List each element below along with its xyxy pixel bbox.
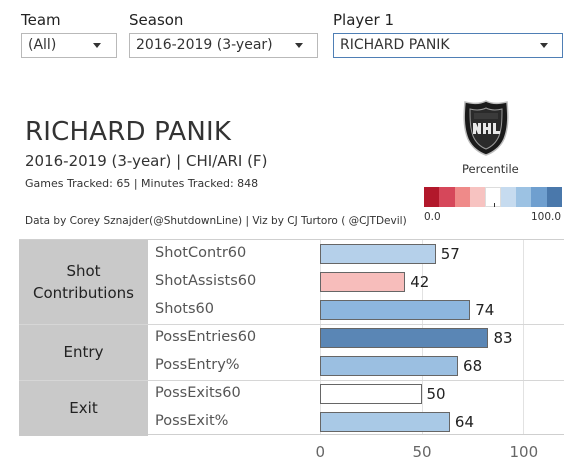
- x-gridline: [523, 239, 524, 435]
- percentile-bar[interactable]: [320, 356, 459, 376]
- bar-value-label: 74: [475, 301, 495, 319]
- percentile-bar[interactable]: [320, 412, 450, 432]
- group-label: Shot Contributions: [19, 240, 148, 324]
- percentile-bar[interactable]: [320, 244, 436, 264]
- chevron-down-icon: [93, 43, 101, 48]
- legend-swatch: [424, 187, 440, 207]
- team-select[interactable]: (All): [21, 33, 117, 58]
- group-label: Exit: [19, 380, 148, 436]
- data-credit: Data by Corey Sznajder(@ShutdownLine) | …: [25, 215, 407, 227]
- player-select-value: RICHARD PANIK: [340, 37, 450, 53]
- legend-swatch: [485, 187, 501, 207]
- metric-label: PossEntries60: [155, 329, 257, 345]
- legend-swatch: [439, 187, 455, 207]
- percentile-bar[interactable]: [320, 272, 406, 292]
- legend-marker: [494, 203, 495, 207]
- player-name-title: RICHARD PANIK: [25, 117, 232, 147]
- metric-label: PossEntry%: [155, 357, 240, 373]
- percentile-bar[interactable]: [320, 328, 489, 348]
- bar-value-label: 68: [463, 357, 483, 375]
- legend-max-label: 100.0: [531, 211, 562, 223]
- season-select-value: 2016-2019 (3-year): [136, 37, 273, 53]
- season-team-subtitle: 2016-2019 (3-year) | CHI/ARI (F): [25, 152, 268, 170]
- group-label-text: Exit: [69, 399, 98, 417]
- percentile-color-legend: [424, 187, 562, 207]
- percentile-table: Shot Contributions ShotContr60 57 ShotAssis…: [19, 239, 564, 436]
- team-filter-label: Team: [21, 11, 61, 29]
- metric-label: Shots60: [155, 301, 214, 317]
- player-filter: Player 1 RICHARD PANIK: [333, 11, 563, 59]
- player-filter-label: Player 1: [333, 11, 394, 29]
- group-label-text: Shot Contributions: [33, 262, 134, 302]
- nhl-shield-logo: [463, 100, 509, 156]
- team-select-value: (All): [28, 37, 57, 53]
- season-select[interactable]: 2016-2019 (3-year): [129, 33, 318, 58]
- season-filter-label: Season: [129, 11, 184, 29]
- percentile-bar[interactable]: [320, 384, 422, 404]
- group-separator: [19, 380, 564, 381]
- chevron-down-icon: [540, 43, 548, 48]
- group-separator: [19, 324, 564, 325]
- x-axis-tick-label: 100: [509, 443, 539, 461]
- bar-value-label: 50: [426, 385, 446, 403]
- metric-label: ShotContr60: [155, 245, 247, 261]
- legend-min-label: 0.0: [424, 211, 441, 223]
- bar-value-label: 57: [440, 245, 460, 263]
- group-label: Entry: [19, 324, 148, 380]
- legend-swatch: [469, 187, 486, 207]
- legend-swatch: [454, 187, 470, 207]
- player-select[interactable]: RICHARD PANIK: [333, 33, 563, 58]
- metric-label: ShotAssists60: [155, 273, 257, 289]
- chevron-down-icon: [295, 43, 303, 48]
- group-label-text: Entry: [63, 343, 104, 361]
- season-filter: Season 2016-2019 (3-year): [129, 11, 319, 59]
- legend-swatch: [531, 187, 547, 207]
- x-axis-tick-label: 50: [412, 443, 432, 461]
- legend-swatch: [515, 187, 532, 207]
- bar-value-label: 42: [410, 273, 430, 291]
- bar-value-label: 83: [493, 329, 513, 347]
- metric-label: PossExit%: [155, 413, 229, 429]
- percentile-bar[interactable]: [320, 300, 471, 320]
- legend-title: Percentile: [462, 162, 519, 176]
- metric-label: PossExits60: [155, 385, 241, 401]
- legend-swatch: [500, 187, 516, 207]
- tracked-stats: Games Tracked: 65 | Minutes Tracked: 848: [25, 177, 259, 190]
- legend-swatch: [546, 187, 562, 207]
- team-filter: Team (All): [21, 11, 117, 59]
- x-axis-tick-label: 0: [315, 443, 326, 461]
- bar-value-label: 64: [454, 413, 474, 431]
